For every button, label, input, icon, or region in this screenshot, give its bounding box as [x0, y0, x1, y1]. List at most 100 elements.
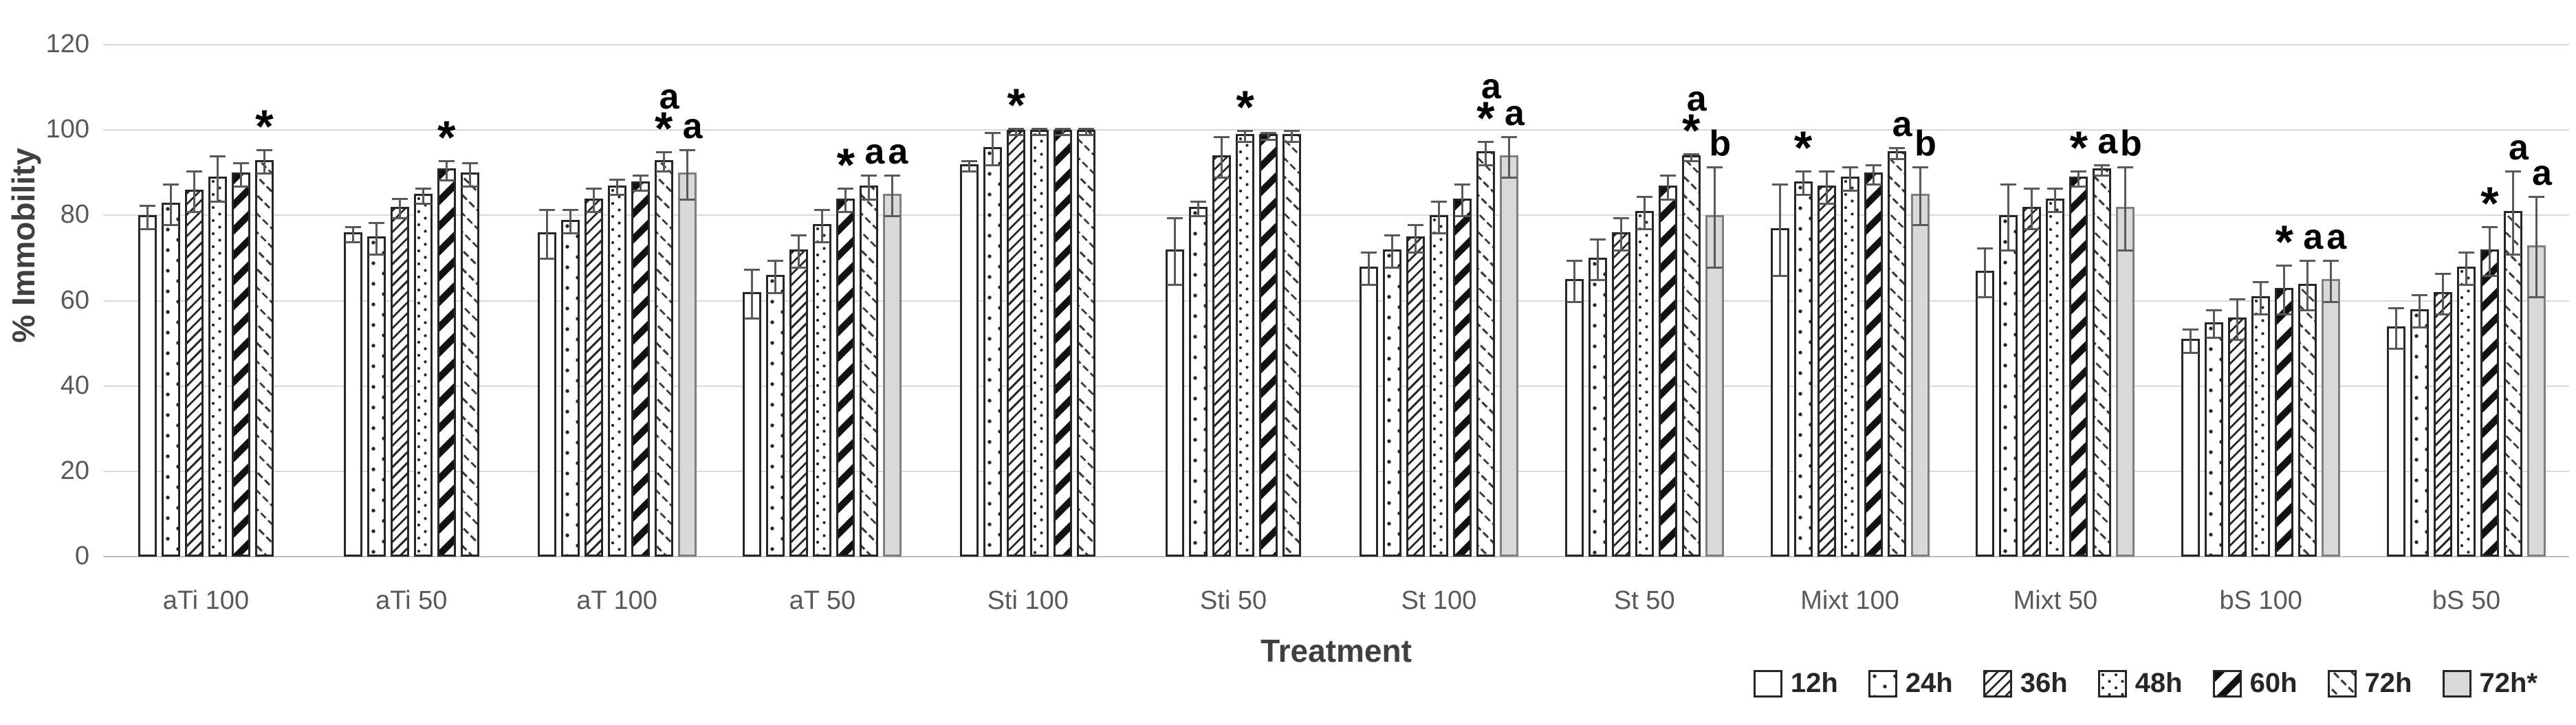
x-category-labels: aTi 100 aTi 50 aT 100 aT 50 Sti 100 Sti 50 St … — [103, 586, 2569, 616]
bar-at-100-48h — [607, 179, 626, 557]
bar-group-at-100: a * a — [514, 45, 720, 557]
significance-mark: a — [1887, 107, 1912, 142]
bar-sti-50-60h — [1259, 132, 1278, 557]
bar-bs-100-12h — [2181, 328, 2201, 557]
error-bar — [1260, 132, 1277, 141]
error-bar — [2071, 170, 2087, 188]
bar-sti-100-48h — [1030, 127, 1049, 557]
legend-label: 36h — [2020, 668, 2068, 698]
error-bar — [2300, 260, 2316, 311]
bar-bs-50-72h: a — [2504, 130, 2529, 557]
x-category-label-6: St 100 — [1401, 586, 1477, 615]
error-bar — [368, 221, 384, 256]
error-bar — [2000, 183, 2017, 252]
bar-at-100-72h: a * — [654, 79, 679, 557]
bar-st-50-48h — [1635, 196, 1654, 557]
y-tick-label: 120 — [45, 30, 89, 58]
significance-mark: * — [437, 114, 455, 161]
bar-mixt-50-72h: a — [2093, 124, 2117, 557]
legend: 12h 24h 36h 48h 60h 72h 72h* — [1753, 668, 2537, 699]
significance-mark: b — [1909, 126, 1936, 161]
bar-st-50-24h — [1588, 238, 1607, 557]
significance-mark: a — [1499, 96, 1525, 131]
bar-group-ati-50: * — [309, 45, 514, 557]
significance-mark: a * — [654, 79, 679, 152]
x-category-label-1: aTi 50 — [375, 586, 448, 615]
error-bar — [1360, 252, 1377, 286]
bar-mixt-100-48h — [1840, 166, 1859, 557]
bar-mixt-100-12h — [1770, 183, 1789, 557]
error-bar — [1977, 247, 1994, 299]
error-bar — [1055, 127, 1071, 137]
legend-item-72h: 72h — [2327, 668, 2412, 699]
significance-mark: * — [2070, 124, 2088, 171]
error-bar — [2117, 166, 2134, 252]
gridline-60 — [103, 300, 2569, 302]
bar-bs-50-60h: * — [2480, 180, 2500, 557]
error-bar — [1500, 136, 1517, 179]
significance-mark: * — [2480, 180, 2498, 227]
bar-group-at-50: * a a — [719, 45, 925, 557]
error-bar — [2505, 170, 2522, 256]
bar-bs-50-72h*: a — [2527, 155, 2552, 557]
letter-mark: a — [1892, 104, 1912, 144]
error-bar — [256, 149, 272, 175]
legend-swatch-48h — [2097, 669, 2127, 698]
legend-item-48h: 48h — [2097, 668, 2183, 699]
gridline-40 — [103, 385, 2569, 387]
significance-mark: * — [837, 142, 855, 188]
bar-at-50-12h — [743, 268, 762, 557]
bar-at-50-48h — [813, 208, 832, 557]
letter-mark: a — [682, 107, 703, 146]
letter-mark: a — [1686, 79, 1707, 120]
bar-mixt-100-72h*: b — [1910, 126, 1936, 557]
legend-item-24h: 24h — [1868, 668, 1953, 699]
error-bar — [2435, 273, 2452, 316]
error-bar — [632, 175, 648, 192]
letter-mark: a — [2509, 128, 2529, 168]
gridline-0 — [103, 556, 2569, 557]
bar-st-50-36h — [1611, 217, 1630, 557]
x-category-label-11: bS 50 — [2432, 586, 2501, 615]
significance-mark: b — [2115, 126, 2142, 161]
letter-mark: b — [2119, 123, 2142, 164]
bar-ati-50-60h: * — [437, 114, 456, 557]
bar-bs-50-48h — [2457, 252, 2476, 557]
bar-sti-50-12h — [1166, 217, 1185, 557]
bar-sti-100-72h — [1077, 127, 1096, 557]
error-bar — [1284, 130, 1300, 143]
bar-mixt-50-72h*: b — [2116, 126, 2142, 557]
error-bar — [1589, 238, 1606, 282]
bar-bs-50-12h — [2387, 306, 2406, 557]
bar-bs-50-36h — [2434, 273, 2453, 557]
bar-st-100-72h*: a — [1499, 96, 1525, 557]
bar-group-mixt-100: * a b — [1747, 45, 1953, 557]
bar-sti-50-36h — [1212, 136, 1232, 557]
significance-mark: a — [677, 109, 703, 144]
significance-mark: a * — [1476, 69, 1501, 142]
bar-at-50-72h: a — [860, 134, 884, 557]
bar-st-100-36h — [1406, 223, 1425, 557]
letter-mark: a — [2326, 217, 2347, 258]
bar-mixt-50-12h — [1976, 247, 1995, 557]
bar-at-50-72h*: a — [883, 134, 908, 557]
bar-group-sti-50: * — [1131, 45, 1336, 557]
bar-mixt-100-72h: a — [1887, 107, 1912, 557]
error-bar — [1613, 217, 1629, 252]
bar-bs-100-24h — [2205, 309, 2224, 557]
bar-at-100-60h — [631, 175, 650, 557]
bar-ati-100-12h — [138, 204, 157, 557]
bar-st-50-12h — [1564, 260, 1584, 557]
x-category-label-8: Mixt 100 — [1800, 586, 1899, 615]
error-bar — [1683, 153, 1699, 163]
bar-ati-100-24h — [161, 183, 180, 557]
bar-at-100-24h — [560, 208, 580, 557]
x-category-label-10: bS 100 — [2219, 586, 2302, 615]
bar-st-50-72h: a * — [1681, 81, 1707, 557]
asterisk-mark: * — [2275, 215, 2293, 268]
bar-st-100-48h — [1429, 200, 1448, 557]
error-bar — [1842, 166, 1858, 192]
significance-mark: b — [1703, 126, 1731, 161]
bar-mixt-100-36h — [1817, 170, 1836, 557]
error-bar — [985, 132, 1001, 166]
